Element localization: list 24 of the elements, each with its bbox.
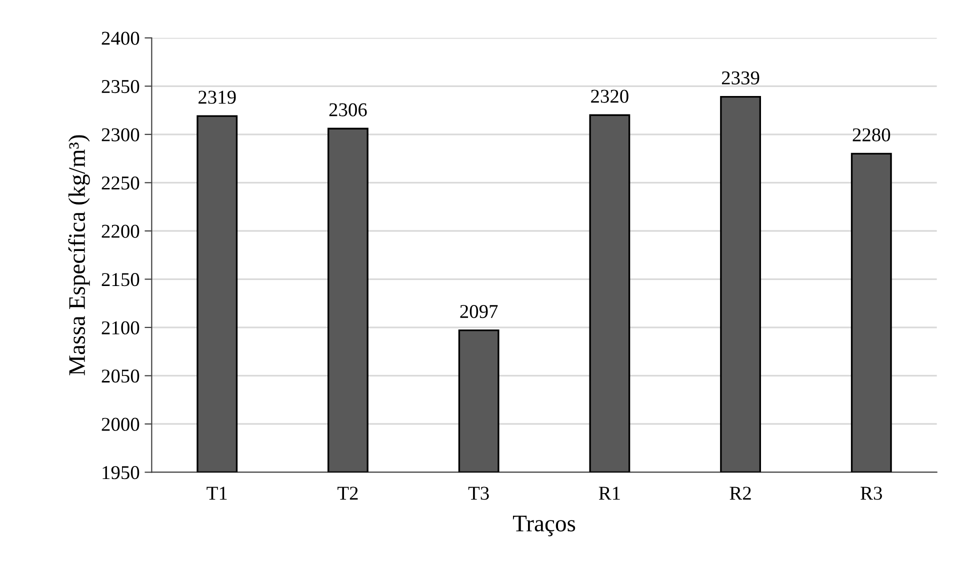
y-tick-label: 1950 <box>102 466 140 480</box>
data-label: 2306 <box>329 103 367 116</box>
y-tick-label: 2250 <box>102 176 140 190</box>
data-label: 2320 <box>591 90 628 103</box>
x-tick-label: T1 <box>206 486 227 500</box>
data-label: 2280 <box>852 128 890 142</box>
y-tick-label: 2350 <box>102 80 140 94</box>
x-axis-title: Traços <box>512 516 576 536</box>
data-label: 2339 <box>722 71 760 84</box>
x-tick-label: R3 <box>860 486 882 500</box>
x-tick-label: T2 <box>338 486 358 500</box>
data-label: 2097 <box>460 304 498 318</box>
y-tick-label: 2100 <box>102 321 140 334</box>
x-tick-label: R2 <box>730 486 751 500</box>
y-tick-label: 2000 <box>102 418 140 431</box>
y-tick-label: 2400 <box>102 32 140 45</box>
y-axis-title: Massa Específica (kg/m³) <box>68 135 90 376</box>
x-tick-label: R1 <box>598 486 620 500</box>
y-tick-label: 2200 <box>102 224 140 238</box>
y-tick-label: 2050 <box>102 370 140 383</box>
y-tick-label: 2150 <box>102 273 140 286</box>
x-tick-label: T3 <box>468 486 489 500</box>
data-label: 2319 <box>198 90 236 104</box>
y-tick-label: 2300 <box>102 128 140 142</box>
